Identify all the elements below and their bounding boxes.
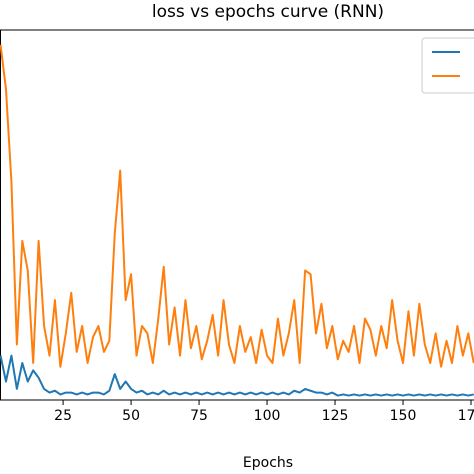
plot-frame <box>0 29 474 401</box>
line-series <box>0 44 474 368</box>
chart-title: loss vs epochs curve (RNN) <box>152 2 384 22</box>
x-tick-label: 50 <box>122 408 140 424</box>
x-tick-label: 125 <box>322 408 349 424</box>
x-tick-label: 175 <box>458 408 474 424</box>
legend-box <box>421 37 474 94</box>
x-tick-label: 75 <box>190 408 208 424</box>
x-tick-label: 25 <box>54 408 72 424</box>
line-series <box>0 354 474 397</box>
x-tick-label: 100 <box>254 408 281 424</box>
x-axis-label: Epochs <box>243 455 293 471</box>
x-tick-label: 150 <box>390 408 417 424</box>
